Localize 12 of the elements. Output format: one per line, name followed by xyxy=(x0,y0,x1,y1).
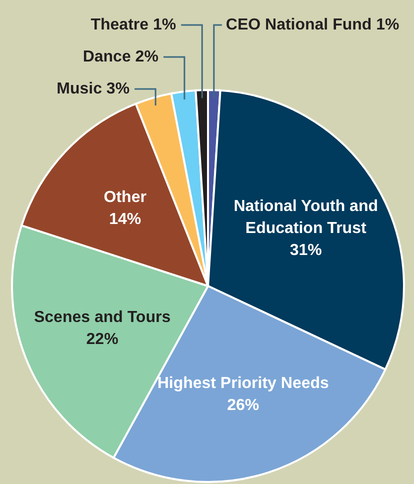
data-label: 31% xyxy=(290,242,322,259)
slice-label: Scenes and Tours xyxy=(34,308,171,326)
slice-label: Other xyxy=(104,188,146,206)
slice-label: National Youth and Education Trust xyxy=(234,198,378,237)
data-label: 26% xyxy=(227,396,260,414)
data-label: 14% xyxy=(109,210,142,228)
slice-label: Highest Priority Needs xyxy=(157,374,330,392)
slice-label: CEO National Fund 1% xyxy=(226,16,400,34)
data-label: 22% xyxy=(86,330,118,348)
slice-label: Music 3% xyxy=(56,80,130,98)
slice-label: Theatre 1% xyxy=(90,16,176,34)
slice-label: Dance 2% xyxy=(82,48,158,66)
